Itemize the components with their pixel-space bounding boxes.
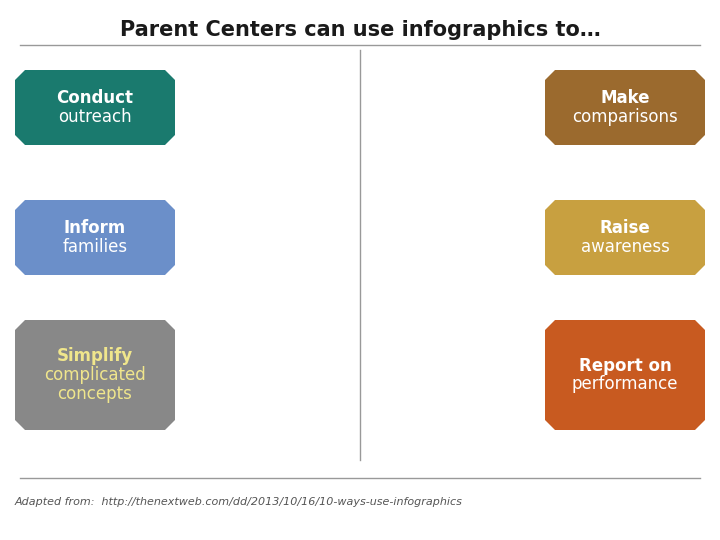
Text: complicated: complicated (44, 366, 146, 384)
Polygon shape (545, 200, 705, 275)
Polygon shape (15, 320, 175, 430)
Text: Make: Make (600, 89, 649, 107)
Text: performance: performance (572, 375, 678, 393)
Text: awareness: awareness (580, 238, 670, 256)
Polygon shape (15, 70, 175, 145)
Text: Adapted from:  http://thenextweb.com/dd/2013/10/16/10-ways-use-infographics: Adapted from: http://thenextweb.com/dd/2… (15, 497, 463, 507)
Text: Inform: Inform (64, 219, 126, 237)
Text: Parent Centers can use infographics to…: Parent Centers can use infographics to… (120, 20, 600, 40)
Text: families: families (63, 238, 127, 256)
Text: outreach: outreach (58, 108, 132, 126)
Polygon shape (545, 320, 705, 430)
Text: Conduct: Conduct (56, 89, 133, 107)
Text: concepts: concepts (58, 384, 132, 403)
Polygon shape (15, 200, 175, 275)
Text: Raise: Raise (600, 219, 650, 237)
Polygon shape (545, 70, 705, 145)
Text: comparisons: comparisons (572, 108, 678, 126)
Text: Simplify: Simplify (57, 347, 133, 366)
Text: Report on: Report on (579, 357, 671, 375)
